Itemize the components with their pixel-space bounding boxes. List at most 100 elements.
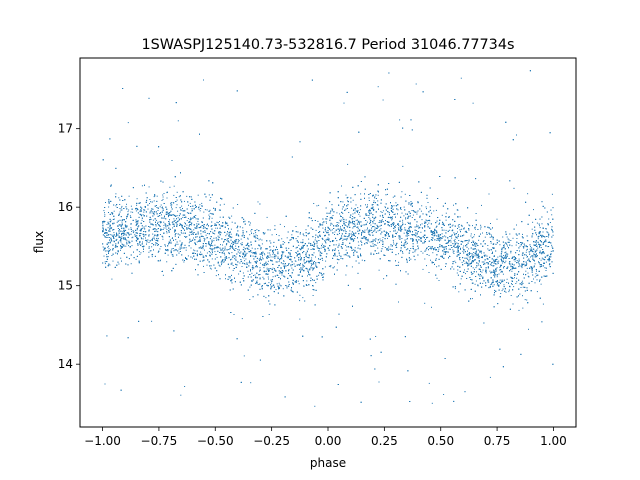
data-point [332, 240, 333, 241]
data-point [218, 246, 219, 248]
data-point [357, 219, 358, 221]
data-point [498, 260, 500, 262]
data-point [431, 306, 432, 308]
data-point [537, 247, 539, 249]
data-point [211, 244, 213, 246]
data-point [177, 120, 179, 122]
data-point [496, 263, 498, 265]
data-point [153, 214, 155, 216]
data-point [467, 262, 469, 264]
data-point [176, 199, 178, 201]
data-point [502, 247, 504, 249]
data-point [168, 213, 170, 215]
data-point [368, 233, 370, 235]
data-point [375, 336, 377, 337]
data-point [223, 203, 225, 205]
data-point [174, 230, 176, 232]
data-point [499, 279, 501, 281]
data-point [121, 221, 123, 223]
data-point [496, 218, 498, 220]
data-point [471, 282, 473, 284]
data-point [179, 246, 181, 248]
data-point [241, 318, 243, 320]
data-point [473, 236, 475, 238]
data-point [539, 258, 541, 260]
data-point [150, 210, 152, 211]
data-point [501, 257, 503, 259]
data-point [441, 245, 443, 247]
data-point [469, 225, 471, 227]
data-point [518, 263, 520, 264]
data-point [171, 238, 173, 239]
data-point [393, 241, 394, 243]
data-point [433, 210, 435, 212]
data-point [551, 246, 553, 248]
data-point [435, 226, 437, 228]
data-point [432, 234, 434, 236]
data-point [126, 218, 127, 220]
data-point [289, 252, 291, 254]
data-point [318, 204, 320, 206]
data-point [118, 197, 120, 199]
data-point [213, 237, 215, 239]
data-point [514, 273, 516, 274]
data-point [189, 202, 191, 204]
data-point [148, 246, 150, 248]
data-point [168, 222, 170, 224]
data-point [251, 247, 253, 249]
data-point [217, 262, 219, 264]
data-point [416, 242, 418, 244]
data-point [123, 235, 125, 236]
data-point [193, 229, 195, 231]
data-point [118, 230, 120, 232]
data-point [422, 268, 424, 270]
data-point [454, 233, 456, 235]
data-point [107, 256, 109, 258]
data-point [393, 243, 395, 245]
data-point [450, 244, 452, 246]
data-point [271, 234, 273, 236]
data-point [295, 260, 297, 262]
data-point [231, 245, 233, 247]
data-point [221, 264, 222, 266]
data-point [399, 119, 401, 121]
data-point [291, 256, 293, 258]
data-point [432, 233, 434, 235]
data-point [117, 251, 119, 253]
data-point [470, 233, 472, 235]
data-point [212, 241, 213, 243]
data-point [431, 402, 433, 404]
data-point [403, 215, 405, 217]
data-point [230, 237, 232, 239]
data-point [308, 260, 310, 262]
data-point [243, 355, 245, 357]
data-point [380, 211, 382, 213]
data-point [448, 248, 450, 250]
data-point [268, 268, 270, 270]
data-point [416, 211, 418, 213]
data-point [379, 225, 381, 227]
data-point [368, 197, 370, 199]
data-point [370, 224, 372, 226]
data-point [354, 235, 356, 237]
data-point [346, 225, 348, 227]
data-point [221, 262, 223, 264]
data-point [295, 247, 297, 249]
data-point [324, 251, 326, 252]
data-point [411, 234, 413, 236]
data-point [262, 276, 264, 278]
data-point [489, 270, 491, 272]
data-point [130, 205, 132, 207]
data-point [473, 252, 475, 253]
data-point [199, 238, 201, 240]
data-point [386, 248, 388, 250]
data-point [405, 218, 407, 220]
data-point [206, 209, 208, 211]
data-point [209, 252, 211, 254]
data-point [516, 224, 517, 226]
data-point [182, 210, 184, 211]
data-point [425, 213, 427, 215]
data-point [400, 209, 402, 210]
data-point [331, 210, 333, 212]
data-point [382, 99, 384, 101]
